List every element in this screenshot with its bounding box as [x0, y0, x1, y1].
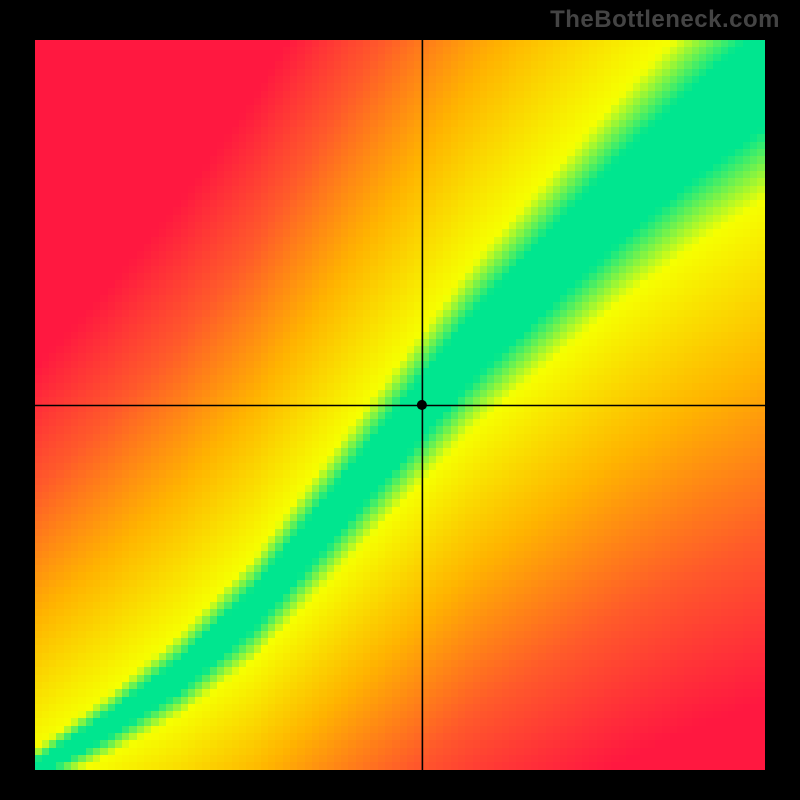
page-root: TheBottleneck.com [0, 0, 800, 800]
watermark-text: TheBottleneck.com [550, 6, 780, 34]
heatmap-chart [35, 40, 765, 770]
heatmap-canvas [35, 40, 765, 770]
